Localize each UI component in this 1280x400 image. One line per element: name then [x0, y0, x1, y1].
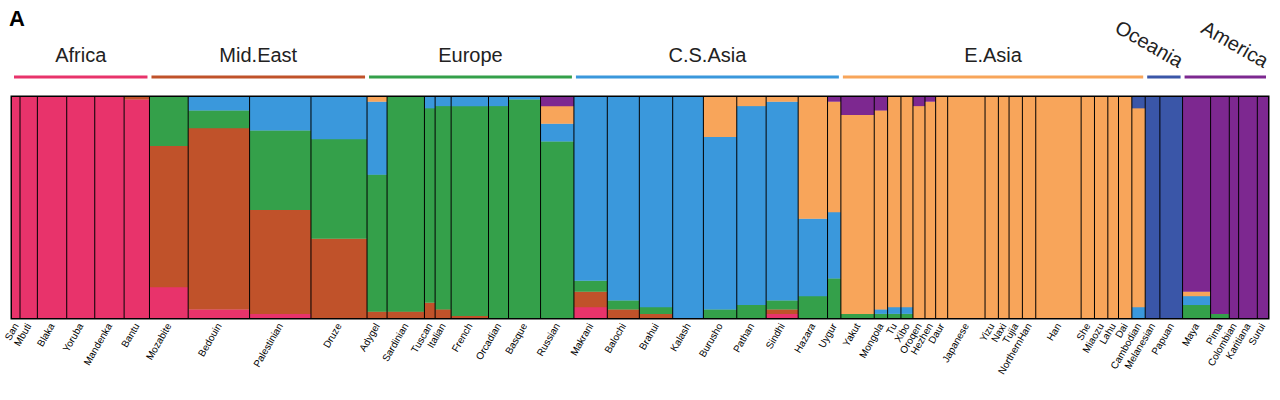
svg-text:Tujia: Tujia [1000, 321, 1021, 346]
svg-text:San: San [2, 321, 21, 343]
svg-text:Adygel: Adygel [357, 321, 382, 353]
svg-text:Palestinian: Palestinian [251, 321, 285, 369]
svg-text:Druze: Druze [321, 321, 344, 350]
svg-text:Mozabite: Mozabite [144, 321, 174, 362]
svg-text:Mongola: Mongola [857, 321, 886, 360]
svg-text:Oceania: Oceania [1111, 16, 1187, 73]
svg-text:A: A [9, 6, 25, 31]
svg-text:Orcadian: Orcadian [473, 321, 503, 362]
svg-text:Balochi: Balochi [602, 321, 628, 355]
svg-text:Daur: Daur [926, 321, 947, 346]
svg-text:Karitiana: Karitiana [1223, 321, 1253, 361]
svg-text:Japanese: Japanese [940, 321, 971, 364]
svg-text:Basque: Basque [503, 321, 530, 356]
svg-text:Pima: Pima [1203, 321, 1225, 347]
svg-text:C.S.Asia: C.S.Asia [668, 44, 747, 66]
svg-text:Papuan: Papuan [1149, 321, 1176, 356]
svg-text:Maya: Maya [1180, 321, 1202, 348]
svg-text:Dai: Dai [1112, 321, 1130, 340]
svg-text:Mandenka: Mandenka [81, 321, 114, 367]
svg-text:Lahu: Lahu [1097, 321, 1118, 346]
svg-text:Han: Han [1045, 321, 1064, 342]
svg-text:Europe: Europe [438, 44, 503, 66]
svg-text:Tu: Tu [883, 321, 899, 337]
svg-text:French: French [450, 321, 475, 353]
svg-text:Africa: Africa [55, 44, 107, 66]
svg-text:America: America [1198, 16, 1273, 72]
svg-text:Yizu: Yizu [977, 321, 997, 344]
svg-text:Makrani: Makrani [568, 321, 595, 357]
svg-text:NorthernHan: NorthernHan [996, 321, 1034, 376]
svg-text:Yoruba: Yoruba [60, 321, 85, 354]
svg-text:Cambodian: Cambodian [1108, 321, 1144, 371]
svg-text:Blaka: Blaka [35, 321, 57, 349]
svg-text:Russian: Russian [534, 321, 562, 358]
svg-text:Bantu: Bantu [119, 321, 142, 349]
svg-text:Pathan: Pathan [731, 321, 756, 354]
svg-text:Uygur: Uygur [816, 321, 839, 350]
svg-text:Hezhen: Hezhen [908, 321, 936, 357]
svg-text:Bedouin: Bedouin [196, 321, 224, 358]
svg-text:Kalash: Kalash [668, 321, 693, 353]
svg-text:Burusho: Burusho [697, 321, 725, 359]
svg-text:Sindhi: Sindhi [764, 321, 787, 351]
svg-text:E.Asia: E.Asia [964, 44, 1023, 66]
svg-text:Mid.East: Mid.East [219, 44, 297, 66]
svg-text:Oroqen: Oroqen [897, 321, 924, 356]
svg-text:Yakut: Yakut [840, 321, 862, 348]
svg-text:Xibo: Xibo [892, 321, 912, 345]
svg-text:Melanesian: Melanesian [1122, 321, 1158, 371]
svg-text:Italian: Italian [425, 321, 448, 350]
svg-text:Colombian: Colombian [1205, 321, 1239, 369]
svg-text:Tuscan: Tuscan [408, 321, 435, 355]
svg-text:Naxi: Naxi [989, 321, 1009, 345]
svg-text:Sardinian: Sardinian [380, 321, 411, 363]
svg-text:Miaozu: Miaozu [1080, 321, 1106, 355]
svg-text:Hazara: Hazara [792, 321, 818, 355]
svg-text:She: She [1074, 321, 1093, 343]
svg-text:Surui: Surui [1246, 321, 1267, 347]
svg-text:Brahui: Brahui [637, 321, 661, 352]
svg-text:Mbuti: Mbuti [12, 321, 34, 348]
